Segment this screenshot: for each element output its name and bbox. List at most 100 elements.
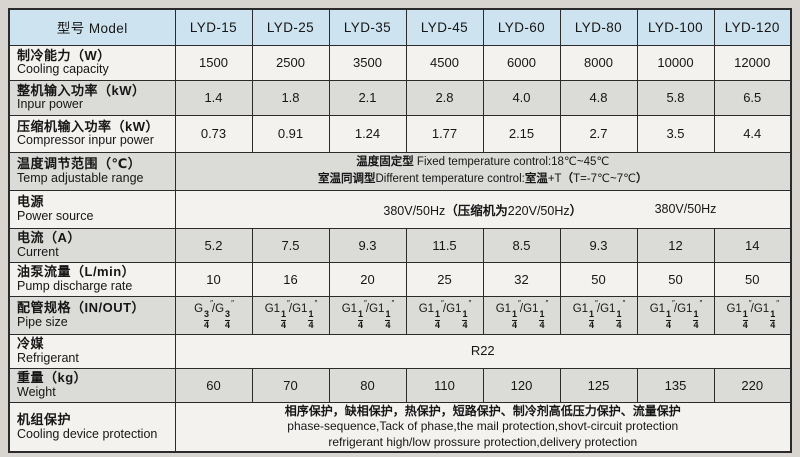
inch-mark: ″ (545, 299, 548, 309)
row-pump-discharge: 油泵流量（L/min） Pump discharge rate 10 16 20 25 32… (8, 261, 792, 297)
row-label-cooling-capacity: 制冷能力（W） Cooling capacity (8, 44, 176, 81)
header-model-lyd-45: LYD-45 (405, 8, 484, 46)
row-weight: 重量（kg） Weight 60 70 80 110 120 125 135 220 (8, 367, 792, 403)
merged-line: 相序保护，缺相保护，热保护，短路保护、制冷剂高低压力保护、流量保护 (284, 403, 681, 418)
inch-mark: ″ (776, 299, 779, 309)
row-label-power-source: 电源 Power source (8, 189, 176, 229)
value-cell: 25 (405, 261, 484, 297)
inch-mark: ″ (210, 299, 213, 309)
value-cell: 60 (174, 367, 253, 403)
label-zh: 电流（A） (17, 230, 81, 246)
label-en: Inpur power (17, 97, 84, 112)
merged-line: refrigerant high/low prossure protection… (328, 434, 638, 449)
row-label-refrigerant: 冷媒 Refrigerant (8, 333, 176, 369)
power-source-main: 380V/50Hz（压缩机为220V/50Hz） (383, 203, 583, 218)
value-cell: 1500 (174, 44, 253, 81)
label-en: Refrigerant (17, 350, 79, 365)
header-model-lyd-80: LYD-80 (559, 8, 638, 46)
value-cell: 9.3 (559, 227, 638, 263)
row-input-power: 整机输入功率（kW） Inpur power 1.4 1.8 2.1 2.8 4.0 4.8 5… (8, 79, 792, 116)
value-cell: 0.73 (174, 114, 253, 153)
label-en: Cooling device protection (17, 426, 158, 441)
value-cell: G1 1 4 ″/G1 1 4 ″ (636, 295, 715, 335)
header-model-lyd-15: LYD-15 (174, 8, 253, 46)
label-zh: 重量（kg） (17, 370, 88, 386)
row-label-input-power: 整机输入功率（kW） Inpur power (8, 79, 176, 116)
value-cell: 4.0 (482, 79, 561, 116)
header-row: 型号 Model LYD-15 LYD-25 LYD-35 LYD-45 LYD… (8, 8, 792, 46)
row-cooling-capacity: 制冷能力（W） Cooling capacity 1500 2500 3500 4500 6… (8, 44, 792, 81)
value-cell: 4.8 (559, 79, 638, 116)
value-cell: 9.3 (328, 227, 407, 263)
inch-mark: ″ (672, 299, 675, 309)
inch-mark: ″ (441, 299, 444, 309)
value-cell: 2.7 (559, 114, 638, 153)
label-en: Current (17, 244, 59, 259)
value-cell: 5.8 (636, 79, 715, 116)
value-cell: 7.5 (251, 227, 330, 263)
value-cell: 10000 (636, 44, 715, 81)
label-zh: 配管规格（IN/OUT） (17, 300, 146, 316)
value-cell: G1 1 4 ″/G1 1 4 ″ (328, 295, 407, 335)
value-cell: 135 (636, 367, 715, 403)
value-cell: 110 (405, 367, 484, 403)
value-cell: 50 (713, 261, 792, 297)
row-temp-range: 温度调节范围（℃） Temp adjustable range 温度固定型 Fixe… (8, 151, 792, 191)
merged-line: 温度固定型 Fixed temperature control:18℃~45℃ (356, 156, 610, 169)
row-label-protection: 机组保护 Cooling device protection (8, 401, 176, 453)
inch-mark: ″ (595, 299, 598, 309)
value-cell: 12 (636, 227, 715, 263)
header-model-lyd-100: LYD-100 (636, 8, 715, 46)
label-zh: 油泵流量（L/min） (17, 264, 136, 280)
inch-mark: ″ (622, 299, 625, 309)
value-cell: 32 (482, 261, 561, 297)
header-model-lyd-25: LYD-25 (251, 8, 330, 46)
row-compressor-input-power: 压缩机输入功率（kW） Compressor inpur power 0.73 0.9… (8, 114, 792, 153)
inch-mark: ″ (391, 299, 394, 309)
value-cell: 3.5 (636, 114, 715, 153)
value-cell: 16 (251, 261, 330, 297)
row-protection: 机组保护 Cooling device protection 相序保护，缺相保护，热… (8, 401, 792, 453)
label-en: Temp adjustable range (17, 170, 144, 185)
power-source-cell: 380V/50Hz（压缩机为220V/50Hz） 380V/50Hz (174, 189, 792, 229)
value-cell: 12000 (713, 44, 792, 81)
row-refrigerant: 冷媒 Refrigerant R22 (8, 333, 792, 369)
label-en: Power source (17, 208, 94, 223)
inch-mark: ″ (748, 299, 752, 309)
label-zh: 制冷能力（W） (17, 47, 111, 63)
value-cell: 220 (713, 367, 792, 403)
value-cell: 70 (251, 367, 330, 403)
value-cell: 1.8 (251, 79, 330, 116)
value-cell: 1.77 (405, 114, 484, 153)
value-cell: 2.15 (482, 114, 561, 153)
value-cell: 6.5 (713, 79, 792, 116)
merged-cell-temp-range: 温度固定型 Fixed temperature control:18℃~45℃ 室… (174, 151, 792, 191)
header-model-lyd-120: LYD-120 (713, 8, 792, 46)
value-cell: 14 (713, 227, 792, 263)
value-cell: 4500 (405, 44, 484, 81)
value-cell: 50 (559, 261, 638, 297)
merged-cell-protection: 相序保护，缺相保护，热保护，短路保护、制冷剂高低压力保护、流量保护 phase-s… (174, 401, 792, 453)
value-cell: 125 (559, 367, 638, 403)
value-cell: 5.2 (174, 227, 253, 263)
inch-mark: ″ (314, 299, 317, 309)
merged-line: R22 (470, 343, 495, 359)
merged-line: 室温同调型Different temperature control:室温+T（… (317, 173, 648, 185)
power-source-right: 380V/50Hz (654, 202, 717, 216)
value-cell: 2.8 (405, 79, 484, 116)
row-label-temp-range: 温度调节范围（℃） Temp adjustable range (8, 151, 176, 191)
spec-table: 型号 Model LYD-15 LYD-25 LYD-35 LYD-45 LYD… (8, 8, 792, 454)
label-zh: 电源 (17, 194, 45, 210)
